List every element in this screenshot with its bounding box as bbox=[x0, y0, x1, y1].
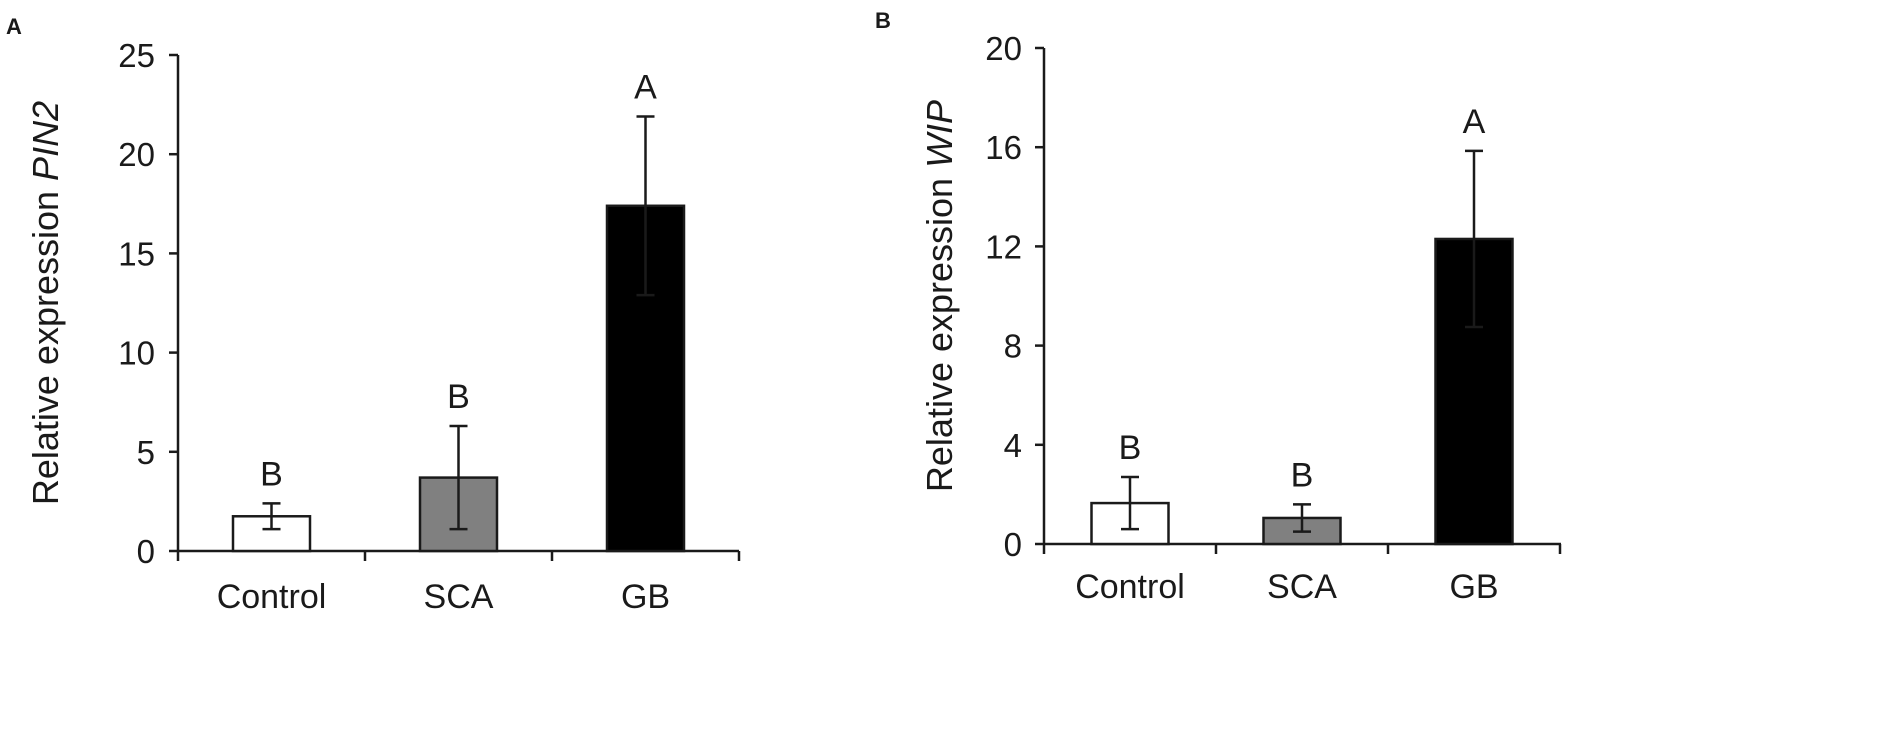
significance-label: A bbox=[634, 69, 657, 107]
y-tick-label: 20 bbox=[118, 136, 155, 173]
y-tick-label: 15 bbox=[118, 235, 155, 272]
y-tick-label: 5 bbox=[137, 434, 155, 471]
significance-label: A bbox=[1463, 103, 1486, 141]
significance-label: B bbox=[1119, 429, 1142, 467]
y-axis-title-text: Relative expression bbox=[919, 168, 960, 492]
y-tick-label: 12 bbox=[985, 228, 1022, 265]
y-tick-label: 4 bbox=[1004, 427, 1022, 464]
y-tick-label: 0 bbox=[137, 533, 155, 570]
x-tick-label: GB bbox=[621, 578, 670, 616]
y-axis-title: Relative expression PIN2 bbox=[25, 101, 66, 505]
y-tick-label: 20 bbox=[985, 30, 1022, 67]
x-tick-label: GB bbox=[1449, 568, 1498, 606]
x-tick-label: SCA bbox=[424, 578, 494, 616]
y-axis-title-gene: WIP bbox=[919, 100, 960, 168]
y-tick-label: 0 bbox=[1004, 526, 1022, 563]
y-tick-label: 8 bbox=[1004, 328, 1022, 365]
panel-b: B 0 4 8 12 16 20 B Control B SCA A GB Relative expres… bbox=[875, 8, 1562, 606]
significance-label: B bbox=[1291, 456, 1314, 494]
x-tick-label: Control bbox=[1075, 568, 1185, 606]
y-axis-title-gene: PIN2 bbox=[25, 101, 66, 181]
panel-letter: B bbox=[875, 8, 891, 33]
x-tick-label: Control bbox=[217, 578, 327, 616]
significance-label: B bbox=[260, 455, 283, 493]
y-tick-label: 25 bbox=[118, 37, 155, 74]
panel-letter: A bbox=[6, 14, 22, 39]
y-tick-label: 16 bbox=[985, 129, 1022, 166]
y-axis-title: Relative expression WIP bbox=[919, 100, 960, 492]
y-axis-title-text: Relative expression bbox=[25, 181, 66, 505]
panel-a: A 0 5 10 15 20 25 B Control B SCA A GB Relative expre… bbox=[6, 14, 741, 616]
significance-label: B bbox=[447, 378, 470, 416]
x-tick-label: SCA bbox=[1267, 568, 1337, 606]
y-tick-label: 10 bbox=[118, 335, 155, 372]
